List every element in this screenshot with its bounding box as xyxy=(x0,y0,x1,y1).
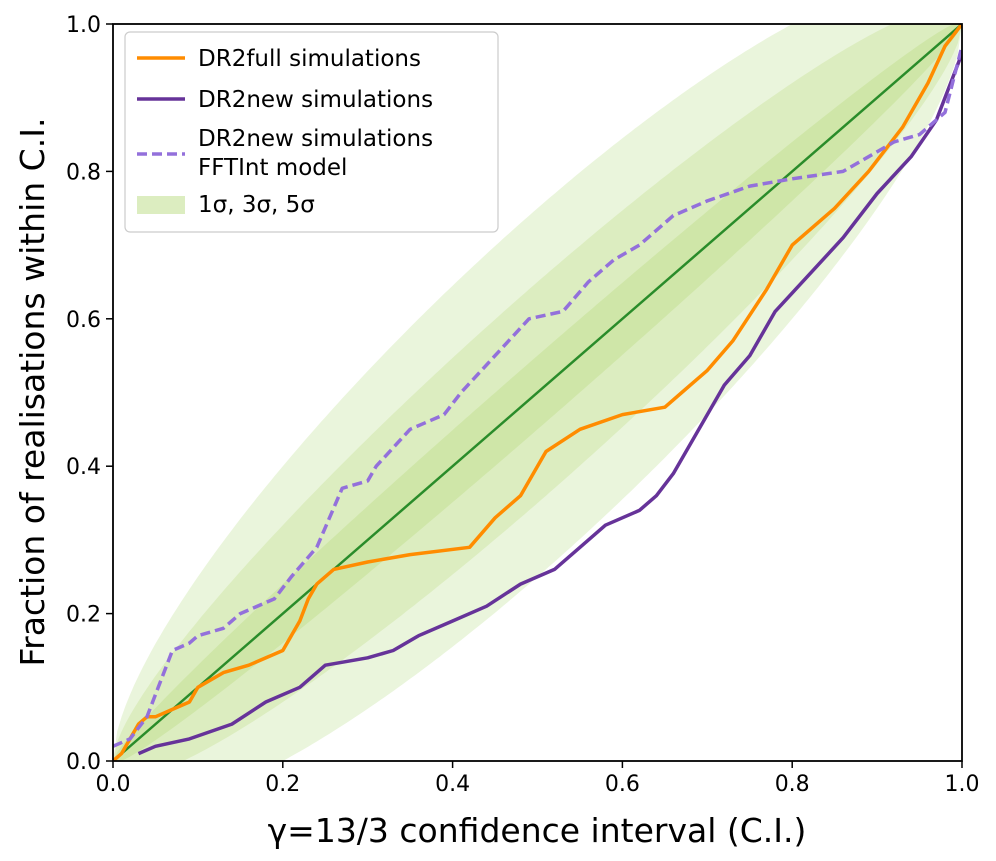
y-axis-label: Fraction of realisations within C.I. xyxy=(13,118,52,667)
legend-label-dr2full: DR2full simulations xyxy=(198,46,421,72)
series-line-dr2new xyxy=(137,52,962,756)
y-tick-label: 0.4 xyxy=(66,455,101,480)
x-tick-label: 0.0 xyxy=(96,772,131,797)
legend-band-patch xyxy=(137,196,185,214)
x-tick-label: 0.2 xyxy=(265,772,300,797)
y-tick-label: 0.8 xyxy=(66,160,101,185)
x-tick-label: 0.4 xyxy=(435,772,470,797)
y-tick-label: 0.2 xyxy=(66,603,101,628)
legend-box xyxy=(124,31,499,233)
diagonal-line xyxy=(113,24,962,761)
series-line-fftint xyxy=(113,45,962,748)
legend: DR2full simulations DR2new simulations D… xyxy=(124,31,499,233)
x-tick-label: 0.8 xyxy=(775,772,810,797)
legend-label-fftint: DR2new simulations FFTInt model xyxy=(198,126,440,181)
y-tick-label: 0.0 xyxy=(66,750,101,775)
y-tick-label: 0.6 xyxy=(66,308,101,333)
x-axis: 0.0 0.2 0.4 0.6 0.8 1.0 xyxy=(96,761,980,797)
x-axis-label: γ=13/3 confidence interval (C.I.) xyxy=(268,811,807,850)
series-line-dr2full xyxy=(113,24,962,761)
y-tick-label: 1.0 xyxy=(66,13,101,38)
plot-area xyxy=(113,24,962,761)
legend-label-bands: 1σ, 3σ, 5σ xyxy=(198,192,315,218)
x-tick-label: 0.6 xyxy=(605,772,640,797)
x-tick-label: 1.0 xyxy=(945,772,980,797)
y-axis: 0.0 0.2 0.4 0.6 0.8 1.0 xyxy=(66,13,113,775)
legend-label-dr2new: DR2new simulations xyxy=(198,87,433,113)
axes-frame xyxy=(112,23,963,762)
